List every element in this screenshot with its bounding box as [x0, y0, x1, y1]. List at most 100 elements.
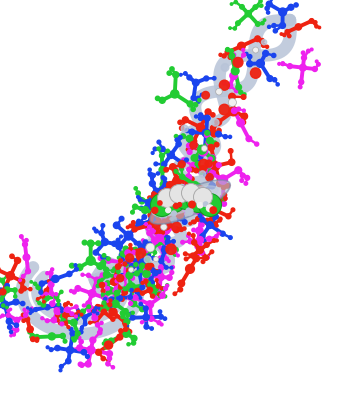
Circle shape — [179, 227, 183, 232]
Circle shape — [253, 5, 258, 9]
Circle shape — [190, 177, 194, 181]
Circle shape — [155, 279, 158, 282]
Circle shape — [192, 228, 195, 232]
Circle shape — [129, 302, 132, 305]
Circle shape — [112, 241, 117, 246]
Circle shape — [236, 59, 241, 65]
Circle shape — [161, 220, 170, 228]
Circle shape — [0, 288, 4, 294]
Circle shape — [90, 337, 96, 343]
Circle shape — [106, 257, 110, 260]
Circle shape — [192, 182, 199, 188]
Circle shape — [52, 294, 54, 296]
Circle shape — [121, 315, 125, 319]
Circle shape — [36, 298, 39, 300]
Circle shape — [102, 294, 106, 299]
Circle shape — [166, 208, 171, 213]
Circle shape — [150, 228, 155, 233]
Circle shape — [56, 308, 59, 310]
Circle shape — [19, 278, 25, 284]
Circle shape — [0, 289, 6, 295]
Circle shape — [34, 334, 39, 340]
Circle shape — [283, 33, 286, 36]
Circle shape — [122, 290, 127, 295]
Circle shape — [136, 248, 145, 258]
Circle shape — [225, 49, 231, 55]
Circle shape — [203, 196, 206, 199]
Circle shape — [288, 34, 291, 38]
Circle shape — [92, 312, 95, 315]
Circle shape — [87, 308, 91, 312]
Circle shape — [167, 275, 172, 280]
Circle shape — [218, 175, 227, 184]
Circle shape — [48, 282, 54, 287]
Circle shape — [132, 290, 134, 292]
Circle shape — [204, 173, 207, 176]
Circle shape — [47, 280, 50, 282]
Circle shape — [112, 300, 119, 308]
Circle shape — [197, 202, 201, 206]
Circle shape — [148, 212, 154, 218]
Circle shape — [114, 275, 117, 277]
Circle shape — [49, 271, 53, 275]
Circle shape — [192, 79, 199, 86]
Circle shape — [238, 42, 245, 50]
Circle shape — [166, 149, 169, 153]
Circle shape — [246, 136, 252, 142]
Circle shape — [121, 298, 124, 301]
Circle shape — [21, 302, 25, 306]
Circle shape — [126, 268, 132, 274]
Circle shape — [106, 258, 111, 263]
Circle shape — [199, 116, 203, 120]
Circle shape — [247, 61, 253, 67]
Circle shape — [144, 256, 151, 263]
Circle shape — [271, 53, 276, 58]
Circle shape — [261, 40, 267, 45]
Circle shape — [99, 329, 102, 332]
Circle shape — [96, 284, 100, 288]
Circle shape — [25, 317, 30, 322]
Circle shape — [213, 214, 218, 219]
Circle shape — [152, 192, 156, 196]
Circle shape — [6, 306, 8, 309]
Circle shape — [166, 284, 169, 286]
Circle shape — [186, 208, 193, 215]
Circle shape — [294, 3, 298, 7]
Circle shape — [229, 49, 233, 53]
Circle shape — [200, 171, 203, 174]
Circle shape — [143, 240, 148, 245]
Circle shape — [221, 64, 229, 71]
Circle shape — [199, 159, 209, 169]
Circle shape — [102, 301, 106, 305]
Circle shape — [176, 186, 180, 190]
Circle shape — [1, 314, 4, 317]
Circle shape — [120, 274, 124, 277]
Circle shape — [216, 131, 221, 137]
Circle shape — [60, 364, 63, 368]
Circle shape — [151, 244, 156, 249]
Circle shape — [126, 260, 130, 263]
Circle shape — [75, 318, 78, 321]
Circle shape — [56, 313, 60, 317]
Circle shape — [213, 204, 216, 207]
Circle shape — [65, 307, 70, 312]
Circle shape — [135, 289, 138, 292]
Circle shape — [109, 297, 114, 301]
Circle shape — [229, 107, 238, 116]
Circle shape — [152, 192, 158, 198]
Circle shape — [13, 299, 19, 305]
Circle shape — [162, 218, 165, 221]
Circle shape — [125, 319, 129, 323]
Circle shape — [243, 93, 246, 96]
Circle shape — [223, 197, 227, 200]
Circle shape — [202, 146, 208, 152]
Circle shape — [108, 338, 114, 344]
Circle shape — [131, 341, 136, 345]
Circle shape — [6, 274, 9, 277]
Circle shape — [5, 284, 9, 288]
Circle shape — [169, 190, 174, 196]
Circle shape — [190, 141, 197, 149]
Circle shape — [141, 282, 144, 284]
Circle shape — [126, 272, 133, 279]
Circle shape — [113, 222, 120, 228]
